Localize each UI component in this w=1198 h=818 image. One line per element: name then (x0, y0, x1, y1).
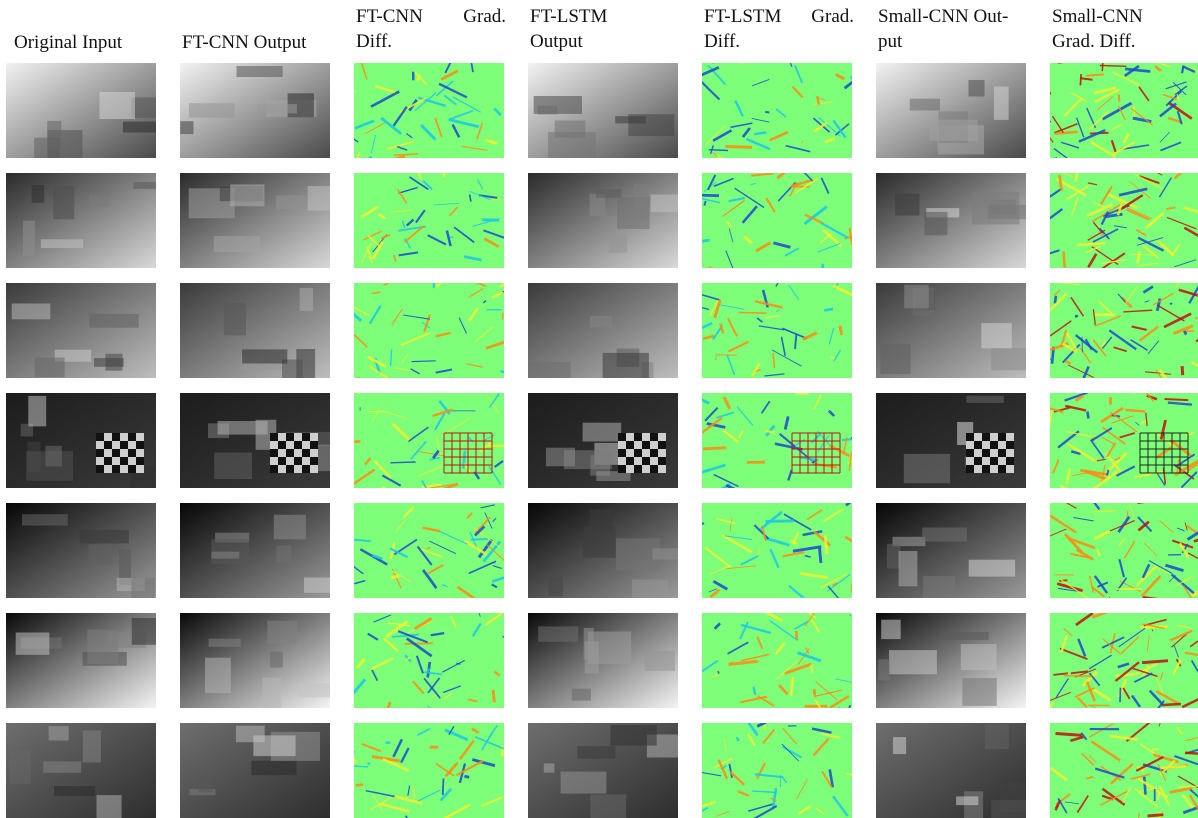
thumbnail-smallcnn_out-office-desk-monitor (876, 723, 1026, 818)
thumbnail-ftcnn_out-bright-doorway (180, 613, 330, 708)
thumbnail-smallcnn_grad-desk-with-window (1050, 63, 1198, 158)
header-ftcnn-grad-line2: Diff. (356, 29, 506, 54)
thumbnail-ftlstm_out-dark-checkerboard (528, 393, 678, 488)
thumbnail-smallcnn_out-plush-toy-shelf (876, 283, 1026, 378)
thumbnail-ftcnn_grad-plush-toy-shelf (354, 283, 504, 378)
thumbnail-ftlstm_grad-desk-with-window (702, 63, 852, 158)
thumbnail-smallcnn_grad-bright-doorway (1050, 613, 1198, 708)
thumbnail-ftcnn_grad-dark-computer-corner (354, 503, 504, 598)
header-ftlstm-grad-line1a: FT-LSTM (704, 4, 781, 29)
thumbnail-ftcnn_grad-teddy-bear-shelf (354, 173, 504, 268)
header-ftlstm-output: FT-LSTM Output (530, 4, 680, 54)
header-smallcnn-grad-line2: Grad. Diff. (1052, 29, 1198, 54)
header-ftcnn-grad-line1a: FT-CNN (356, 4, 423, 29)
header-ftlstm-output-line2: Output (530, 29, 680, 54)
thumbnail-ftlstm_grad-bright-doorway (702, 613, 852, 708)
thumbnail-ftlstm_out-dark-computer-corner (528, 503, 678, 598)
header-smallcnn-grad-diff: Small-CNN Grad. Diff. (1052, 4, 1198, 54)
header-ftcnn-grad-line1b: Grad. (463, 4, 506, 29)
thumbnail-smallcnn_grad-office-desk-monitor (1050, 723, 1198, 818)
thumbnail-ftlstm_out-plush-toy-shelf (528, 283, 678, 378)
thumbnail-original-dark-computer-corner (6, 503, 156, 598)
thumbnail-ftlstm_out-office-desk-monitor (528, 723, 678, 818)
thumbnail-original-plush-toy-shelf (6, 283, 156, 378)
header-smallcnn-output: Small-CNN Out- put (878, 4, 1028, 54)
thumbnail-ftcnn_out-teddy-bear-shelf (180, 173, 330, 268)
thumbnail-ftlstm_grad-office-desk-monitor (702, 723, 852, 818)
thumbnail-smallcnn_grad-dark-computer-corner (1050, 503, 1198, 598)
thumbnail-smallcnn_out-dark-checkerboard (876, 393, 1026, 488)
header-ftlstm-grad-line2: Diff. (704, 29, 854, 54)
thumbnail-ftlstm_grad-teddy-bear-shelf (702, 173, 852, 268)
header-ftcnn-output: FT-CNN Output (182, 30, 332, 55)
header-original-input: Original Input (14, 30, 156, 55)
thumbnail-ftcnn_out-plush-toy-shelf (180, 283, 330, 378)
thumbnail-original-teddy-bear-shelf (6, 173, 156, 268)
header-smallcnn-grad-line1: Small-CNN (1052, 4, 1198, 29)
thumbnail-smallcnn_out-dark-computer-corner (876, 503, 1026, 598)
thumbnail-ftcnn_out-dark-checkerboard (180, 393, 330, 488)
thumbnail-original-office-desk-monitor (6, 723, 156, 818)
thumbnail-smallcnn_out-teddy-bear-shelf (876, 173, 1026, 268)
header-smallcnn-output-line2: put (878, 29, 1028, 54)
header-ftcnn-grad-diff: FT-CNN Grad. Diff. (356, 4, 506, 54)
header-original-input-label: Original Input (14, 32, 122, 53)
thumbnail-ftcnn_out-dark-computer-corner (180, 503, 330, 598)
thumbnail-original-desk-with-window (6, 63, 156, 158)
header-ftcnn-output-label: FT-CNN Output (182, 32, 306, 53)
thumbnail-ftcnn_grad-office-desk-monitor (354, 723, 504, 818)
thumbnail-ftcnn_grad-dark-checkerboard (354, 393, 504, 488)
thumbnail-smallcnn_grad-plush-toy-shelf (1050, 283, 1198, 378)
thumbnail-ftcnn_out-office-desk-monitor (180, 723, 330, 818)
thumbnail-ftlstm_out-teddy-bear-shelf (528, 173, 678, 268)
thumbnail-ftcnn_grad-desk-with-window (354, 63, 504, 158)
thumbnail-smallcnn_grad-dark-checkerboard (1050, 393, 1198, 488)
header-ftlstm-grad-line1b: Grad. (811, 4, 854, 29)
thumbnail-ftcnn_out-desk-with-window (180, 63, 330, 158)
thumbnail-original-dark-checkerboard (6, 393, 156, 488)
header-ftlstm-grad-diff: FT-LSTM Grad. Diff. (704, 4, 854, 54)
thumbnail-original-bright-doorway (6, 613, 156, 708)
thumbnail-ftlstm_grad-plush-toy-shelf (702, 283, 852, 378)
header-smallcnn-output-line1: Small-CNN Out- (878, 4, 1028, 29)
thumbnail-ftlstm_out-desk-with-window (528, 63, 678, 158)
thumbnail-smallcnn_out-bright-doorway (876, 613, 1026, 708)
thumbnail-ftlstm_grad-dark-checkerboard (702, 393, 852, 488)
thumbnail-smallcnn_grad-teddy-bear-shelf (1050, 173, 1198, 268)
header-ftlstm-output-line1: FT-LSTM (530, 4, 680, 29)
thumbnail-ftcnn_grad-bright-doorway (354, 613, 504, 708)
thumbnail-ftlstm_grad-dark-computer-corner (702, 503, 852, 598)
thumbnail-ftlstm_out-bright-doorway (528, 613, 678, 708)
thumbnail-smallcnn_out-desk-with-window (876, 63, 1026, 158)
